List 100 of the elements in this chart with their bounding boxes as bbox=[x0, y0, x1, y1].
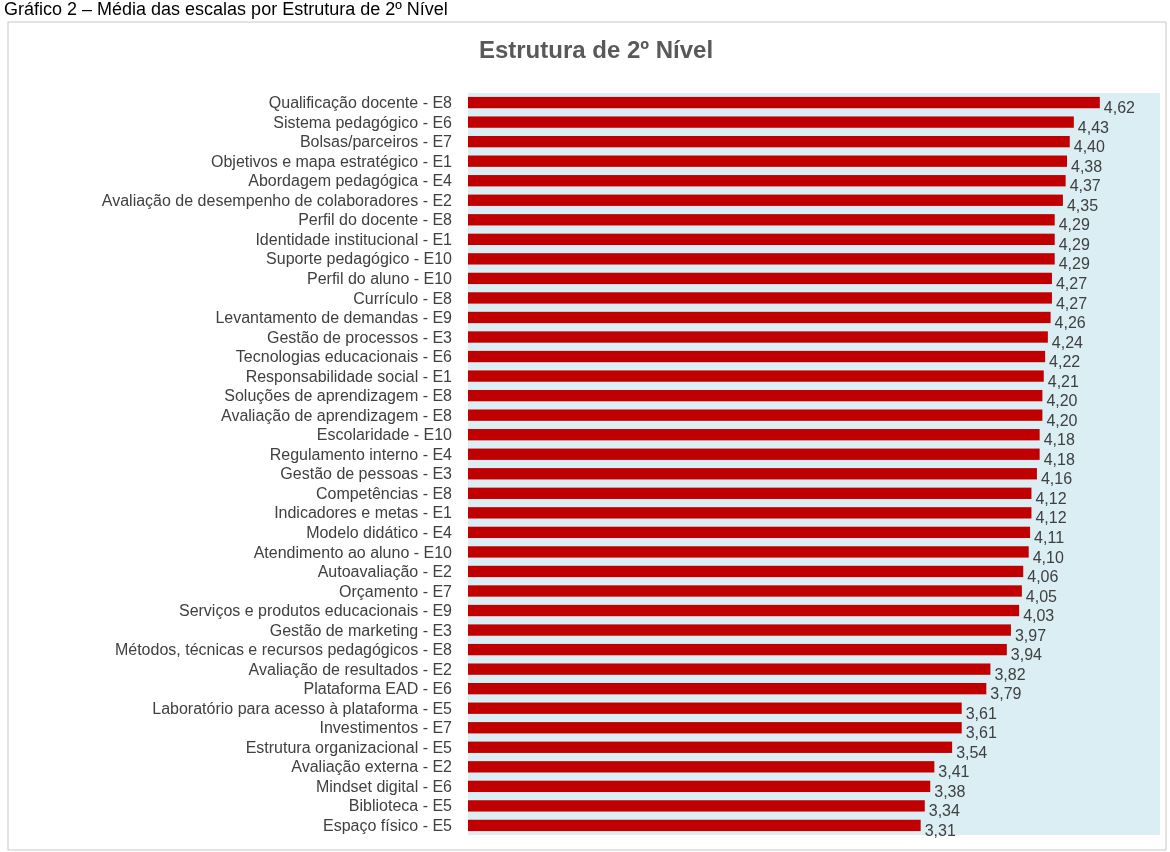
data-label: 3,94 bbox=[1010, 646, 1043, 664]
data-label: 3,82 bbox=[994, 665, 1026, 683]
bar bbox=[468, 135, 1070, 148]
bar bbox=[468, 409, 1043, 421]
y-tick-label: Gestão de pessoas - E3 bbox=[280, 465, 453, 483]
y-tick-label: Perfil do docente - E8 bbox=[298, 211, 453, 229]
y-tick-label: Gestão de marketing - E3 bbox=[269, 621, 453, 639]
y-tick-label: Levantamento de demandas - E9 bbox=[215, 309, 453, 327]
y-tick-label: Qualificação docente - E8 bbox=[268, 94, 453, 112]
bar bbox=[468, 96, 1100, 109]
bar bbox=[468, 370, 1044, 382]
bar bbox=[468, 155, 1067, 167]
bar bbox=[468, 233, 1055, 245]
data-label: 4,11 bbox=[1034, 528, 1065, 546]
y-tick-label: Autoavaliação - E2 bbox=[317, 563, 453, 581]
data-label: 3,79 bbox=[990, 685, 1022, 703]
y-tick-label: Indicadores e metas - E1 bbox=[274, 504, 453, 522]
y-tick-label: Sistema pedagógico - E6 bbox=[273, 113, 453, 131]
data-label: 4,06 bbox=[1027, 568, 1059, 586]
data-label: 4,43 bbox=[1077, 118, 1110, 136]
bar bbox=[468, 175, 1066, 187]
data-label: 4,37 bbox=[1069, 177, 1101, 195]
bar bbox=[468, 507, 1032, 519]
y-tick-label: Objetivos e mapa estratégico - E1 bbox=[210, 152, 453, 170]
bar bbox=[468, 565, 1024, 578]
data-label: 4,29 bbox=[1058, 235, 1090, 253]
bar bbox=[468, 780, 931, 793]
data-label: 4,22 bbox=[1049, 353, 1081, 371]
data-label: 4,21 bbox=[1047, 372, 1079, 390]
y-tick-label: Investimentos - E7 bbox=[319, 719, 453, 737]
y-tick-label: Tecnologias educacionais - E6 bbox=[235, 348, 453, 366]
bar bbox=[468, 604, 1020, 617]
data-label: 4,18 bbox=[1043, 431, 1075, 449]
chart-title: Estrutura de 2º Nível bbox=[478, 36, 714, 63]
bar bbox=[468, 643, 1007, 656]
y-tick-label: Gestão de processos - E3 bbox=[267, 328, 453, 346]
data-label: 4,62 bbox=[1103, 99, 1136, 117]
bar bbox=[468, 702, 962, 714]
data-label: 4,29 bbox=[1058, 216, 1090, 234]
y-tick-label: Regulamento interno - E4 bbox=[269, 445, 453, 463]
data-label: 4,20 bbox=[1046, 411, 1078, 429]
bar bbox=[468, 722, 962, 734]
y-tick-label: Laboratório para acesso à plataforma - E5 bbox=[152, 699, 453, 717]
data-label: 4,27 bbox=[1055, 294, 1088, 312]
y-tick-label: Avaliação de aprendizagem - E8 bbox=[221, 406, 453, 424]
data-label: 4,12 bbox=[1035, 489, 1067, 507]
y-tick-label: Perfil do aluno - E10 bbox=[307, 270, 453, 287]
data-label: 4,27 bbox=[1055, 275, 1088, 292]
y-tick-label: Suporte pedagógico - E10 bbox=[266, 250, 453, 268]
data-label: 4,40 bbox=[1073, 138, 1105, 156]
data-label: 4,38 bbox=[1071, 157, 1103, 175]
bar bbox=[468, 741, 953, 753]
data-label: 4,16 bbox=[1040, 470, 1073, 488]
data-label: 4,20 bbox=[1046, 392, 1078, 410]
data-label: 3,54 bbox=[956, 743, 988, 761]
y-tick-label: Competências - E8 bbox=[315, 484, 453, 502]
bar bbox=[468, 448, 1040, 460]
data-label: 4,26 bbox=[1054, 314, 1086, 332]
bar bbox=[468, 350, 1046, 363]
data-label: 3,61 bbox=[965, 724, 997, 742]
bar bbox=[468, 389, 1043, 402]
bar bbox=[468, 761, 935, 773]
bar bbox=[468, 663, 991, 675]
bar bbox=[468, 116, 1074, 128]
y-tick-label: Orçamento - E7 bbox=[339, 582, 453, 600]
y-tick-label: Biblioteca - E5 bbox=[348, 797, 453, 815]
data-label: 3,31 bbox=[924, 822, 956, 840]
data-label: 3,38 bbox=[934, 782, 966, 800]
y-tick-label: Bolsas/parceiros - E7 bbox=[299, 133, 453, 151]
data-label: 4,10 bbox=[1032, 548, 1064, 566]
y-tick-label: Mindset digital - E6 bbox=[315, 777, 453, 795]
bar bbox=[468, 214, 1055, 226]
y-tick-label: Soluções de aprendizagem - E8 bbox=[224, 387, 453, 405]
y-tick-label: Espaço físico - E5 bbox=[323, 817, 453, 835]
data-label: 4,12 bbox=[1035, 509, 1067, 527]
y-tick-label: Atendimento ao aluno - E10 bbox=[253, 543, 453, 561]
bar bbox=[468, 194, 1063, 206]
bar bbox=[468, 624, 1011, 636]
y-tick-label: Escolaridade - E10 bbox=[316, 426, 453, 444]
y-tick-label: Avaliação externa - E2 bbox=[291, 758, 453, 776]
data-label: 4,35 bbox=[1066, 196, 1099, 214]
y-tick-label: Identidade institucional - E1 bbox=[255, 230, 453, 248]
data-label: 3,97 bbox=[1014, 626, 1047, 644]
y-tick-label: Abordagem pedagógica - E4 bbox=[248, 172, 453, 190]
bar bbox=[468, 468, 1037, 480]
bar bbox=[468, 253, 1055, 265]
bar bbox=[468, 272, 1052, 285]
data-label: 4,18 bbox=[1043, 450, 1075, 468]
data-label: 3,41 bbox=[938, 763, 970, 781]
data-label: 4,29 bbox=[1058, 255, 1090, 273]
y-tick-label: Responsabilidade social - E1 bbox=[245, 367, 453, 385]
bar bbox=[468, 526, 1031, 539]
data-label: 4,05 bbox=[1025, 587, 1058, 605]
bar bbox=[468, 331, 1048, 343]
y-tick-label: Métodos, técnicas e recursos pedagógicos - E8 bbox=[114, 641, 453, 659]
bar bbox=[468, 819, 921, 832]
bar bbox=[468, 800, 925, 812]
text: Gráfico 2 – Média das escalas por Estrutura de 2º Nível bbox=[4, 0, 448, 19]
bar bbox=[468, 683, 987, 695]
y-tick-label: Currículo - E8 bbox=[353, 289, 453, 307]
